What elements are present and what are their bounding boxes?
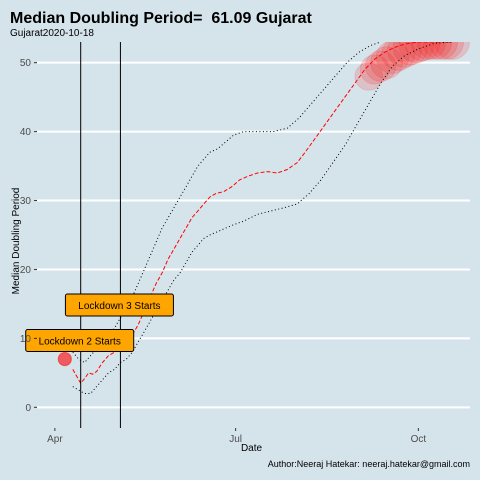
x-tick-label: Apr xyxy=(47,434,63,445)
data-bubble xyxy=(359,54,390,85)
annotation-label: Lockdown 3 Starts xyxy=(78,301,160,312)
chart-title-region: Gujarat xyxy=(255,10,312,27)
data-bubble xyxy=(422,42,459,60)
data-bubble xyxy=(57,351,72,367)
data-bubble xyxy=(428,42,465,60)
y-tick-label: 0 xyxy=(25,403,31,414)
data-bubble xyxy=(392,42,429,66)
lockdown-annotation: Lockdown 2 Starts xyxy=(25,329,135,352)
data-bubble xyxy=(370,46,404,80)
y-tick-label: 40 xyxy=(20,127,32,138)
x-axis-label: Date xyxy=(241,443,263,454)
annotation-box xyxy=(25,329,135,352)
chart-title-prefix: Median Doubling Period= xyxy=(10,10,203,27)
lockdown-annotation: Lockdown 3 Starts xyxy=(64,293,174,317)
y-tick-label: 10 xyxy=(20,334,32,345)
annotation-label: Lockdown 2 Starts xyxy=(39,337,121,348)
annotation-box xyxy=(64,293,174,317)
chart-subtitle: Gujarat2020-10-18 xyxy=(10,28,94,39)
data-bubble xyxy=(375,42,410,74)
data-bubble xyxy=(416,42,453,60)
bound-line xyxy=(72,42,381,364)
data-bubble xyxy=(364,50,397,82)
data-bubble xyxy=(410,42,447,60)
chart-title: Median Doubling Period= 61.09 Gujarat xyxy=(10,10,312,28)
median-line xyxy=(72,42,453,385)
y-tick-label: 30 xyxy=(20,196,32,207)
plot-area xyxy=(57,42,470,394)
bound-line xyxy=(72,42,453,394)
data-bubble xyxy=(386,42,422,68)
data-bubble xyxy=(434,42,470,60)
data-bubble xyxy=(354,62,384,91)
y-tick-label: 20 xyxy=(20,265,32,276)
y-axis-label: Median Doubling Period xyxy=(11,188,22,295)
x-tick-label: Jul xyxy=(229,434,242,445)
y-tick-label: 50 xyxy=(20,58,32,69)
x-tick-label: Oct xyxy=(411,434,427,445)
chart-title-value: 61.09 xyxy=(211,10,252,27)
author-caption: Author:Neeraj Hatekar: neeraj.hatekar@gm… xyxy=(267,459,470,469)
data-bubble xyxy=(398,42,435,64)
